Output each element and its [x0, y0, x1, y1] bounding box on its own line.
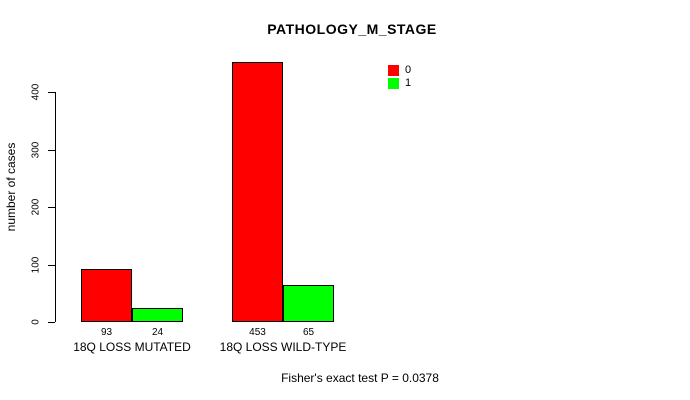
y-tick-label: 300 — [30, 141, 42, 158]
y-tick — [48, 207, 55, 208]
legend-row: 0 — [388, 64, 411, 77]
y-tick-label: 100 — [30, 256, 42, 273]
category-label: 18Q LOSS WILD-TYPE — [219, 340, 347, 354]
y-tick — [48, 322, 55, 323]
y-tick — [48, 264, 55, 266]
legend-label-1: 1 — [405, 77, 412, 89]
bar-value-label: 93 — [100, 327, 113, 338]
bar-value-label: 24 — [151, 327, 164, 338]
bar-series0-2 — [232, 62, 283, 322]
legend-swatch-0 — [388, 65, 399, 76]
y-tick-label: 200 — [30, 198, 42, 216]
chart-title: PATHOLOGY_M_STAGE — [267, 21, 437, 37]
y-tick-label: 0 — [30, 319, 42, 325]
footnote: Fisher's exact test P = 0.0378 — [281, 371, 439, 385]
bar-value-label: 453 — [249, 327, 266, 338]
y-tick-label: 400 — [30, 83, 42, 101]
bar-value-label: 65 — [302, 327, 315, 338]
legend-swatch-1 — [388, 78, 399, 89]
bar-series1-1 — [132, 308, 183, 322]
legend-label-0: 0 — [405, 64, 412, 76]
legend-row: 1 — [388, 77, 411, 90]
bar-series0-1 — [81, 269, 132, 322]
bar-series1-2 — [283, 285, 334, 322]
y-axis-line — [55, 92, 56, 322]
category-label: 18Q LOSS MUTATED — [73, 340, 191, 354]
y-tick — [48, 92, 55, 93]
y-tick — [48, 149, 55, 151]
